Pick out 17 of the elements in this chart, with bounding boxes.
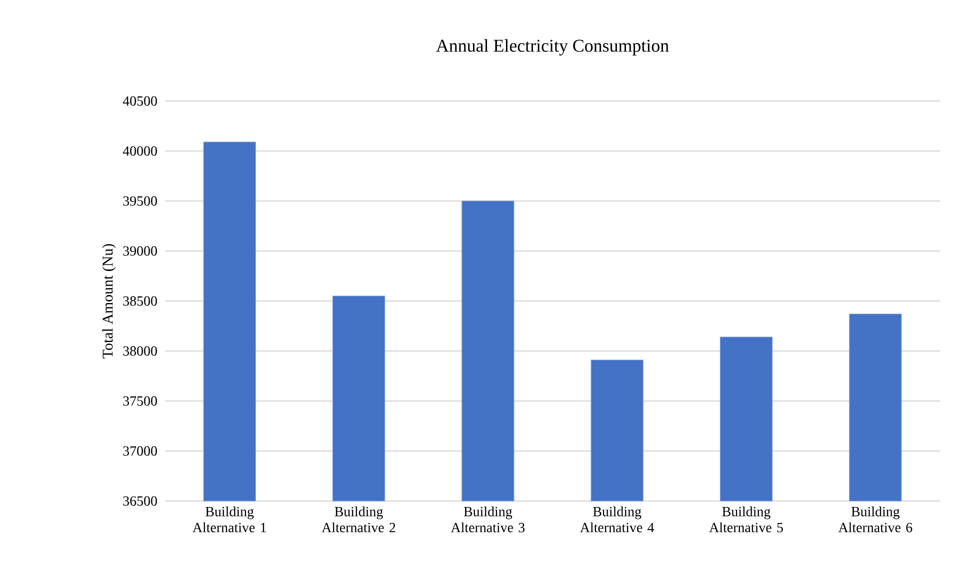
x-tick-label: Building Alternative 1 <box>192 506 266 532</box>
y-tick-label: 36500 <box>123 496 157 506</box>
x-tick-label: Building Alternative 5 <box>709 506 783 532</box>
x-tick-label: Building Alternative 4 <box>580 506 654 532</box>
y-axis-title: Total Amount (Nu) <box>102 244 116 358</box>
x-tick-label: Building Alternative 2 <box>322 506 396 532</box>
y-tick-label: 40000 <box>122 146 157 156</box>
y-tick-label: 38500 <box>123 296 157 306</box>
y-tick-label: 38000 <box>123 346 157 356</box>
y-tick-label: 37500 <box>123 396 157 406</box>
x-tick-label: Building Alternative 6 <box>838 506 912 532</box>
x-tick-label: Building Alternative 3 <box>450 506 525 532</box>
y-tick-label: 39500 <box>123 196 157 206</box>
y-tick-label: 37000 <box>123 446 157 456</box>
chart-title: Annual Electricity Consumption <box>436 39 669 56</box>
y-tick-label: 39000 <box>123 246 157 256</box>
y-tick-label: 40500 <box>122 96 157 106</box>
